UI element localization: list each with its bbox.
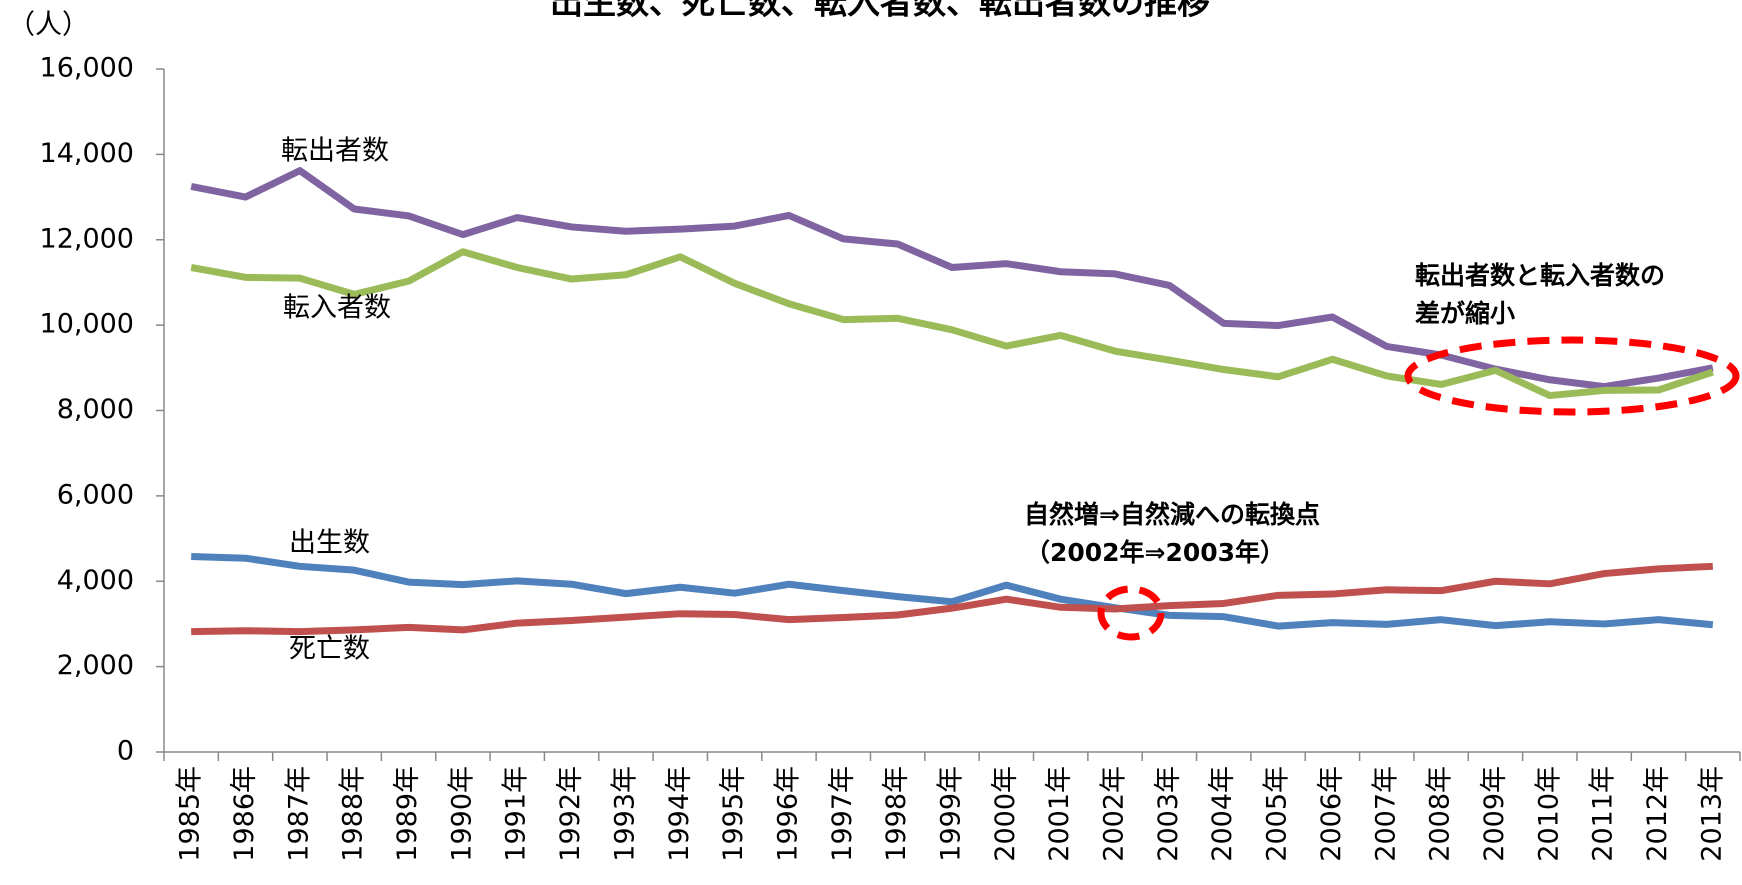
y-tick-label: 2,000 xyxy=(57,650,134,681)
series-label: 出生数 xyxy=(289,528,370,559)
annotation: 自然増⇒自然減への転換点 xyxy=(1024,500,1320,529)
x-tick-label: 1999年 xyxy=(936,766,967,862)
x-tick-label: 2000年 xyxy=(990,766,1021,862)
x-tick-label: 1986年 xyxy=(229,766,260,862)
x-tick-label: 1992年 xyxy=(555,766,586,862)
y-tick-label: 16,000 xyxy=(40,53,134,84)
x-tick-label: 1995年 xyxy=(718,766,749,862)
series-line xyxy=(191,562,1713,636)
chart-title: 出生数、死亡数、転入者数、転出者数の推移 xyxy=(550,0,1210,22)
x-tick-label: 2001年 xyxy=(1044,766,1075,862)
y-unit: （人） xyxy=(8,10,89,41)
series-label: 死亡数 xyxy=(289,634,370,665)
y-tick-label: 8,000 xyxy=(57,394,134,425)
annotation: 差が縮小 xyxy=(1415,299,1515,328)
x-tick-label: 2013年 xyxy=(1696,766,1727,862)
x-tick-label: 2002年 xyxy=(1099,766,1130,862)
x-tick-label: 2006年 xyxy=(1316,766,1347,862)
x-tick-label: 2012年 xyxy=(1642,766,1673,862)
y-tick-label: 14,000 xyxy=(40,138,134,169)
x-tick-label: 2003年 xyxy=(1153,766,1184,862)
x-tick-label: 2011年 xyxy=(1588,766,1619,862)
x-tick-label: 1985年 xyxy=(175,766,206,862)
x-tick-label: 1993年 xyxy=(609,766,640,862)
annotation: 転出者数と転入者数の xyxy=(1415,261,1665,290)
x-tick-label: 1987年 xyxy=(283,766,314,862)
y-tick-label: 4,000 xyxy=(57,565,134,596)
x-tick-label: 1994年 xyxy=(664,766,695,862)
series-line xyxy=(190,248,1714,400)
highlight xyxy=(1404,336,1740,416)
x-tick-label: 2010年 xyxy=(1533,766,1564,862)
series-line xyxy=(191,552,1714,630)
x-tick-label: 1997年 xyxy=(827,766,858,862)
x-tick-label: 2004年 xyxy=(1207,766,1238,862)
y-tick-label: 12,000 xyxy=(40,223,134,254)
x-tick-label: 1990年 xyxy=(446,766,477,862)
series-label: 転入者数 xyxy=(283,293,391,324)
x-tick-label: 1991年 xyxy=(501,766,532,862)
highlight xyxy=(1097,585,1165,641)
annotation: （2002年⇒2003年） xyxy=(1025,538,1285,567)
series-line xyxy=(190,167,1714,391)
x-tick-label: 1996年 xyxy=(772,766,803,862)
x-tick-label: 1998年 xyxy=(881,766,912,862)
x-tick-label: 2007年 xyxy=(1370,766,1401,862)
x-tick-label: 2009年 xyxy=(1479,766,1510,862)
y-tick-label: 6,000 xyxy=(57,479,134,510)
x-tick-label: 2008年 xyxy=(1425,766,1456,862)
x-tick-label: 2005年 xyxy=(1262,766,1293,862)
y-tick-label: 0 xyxy=(117,736,134,767)
x-tick-label: 1989年 xyxy=(392,766,423,862)
series-label: 転出者数 xyxy=(281,136,389,167)
y-tick-label: 10,000 xyxy=(40,309,134,340)
x-tick-label: 1988年 xyxy=(338,766,369,862)
